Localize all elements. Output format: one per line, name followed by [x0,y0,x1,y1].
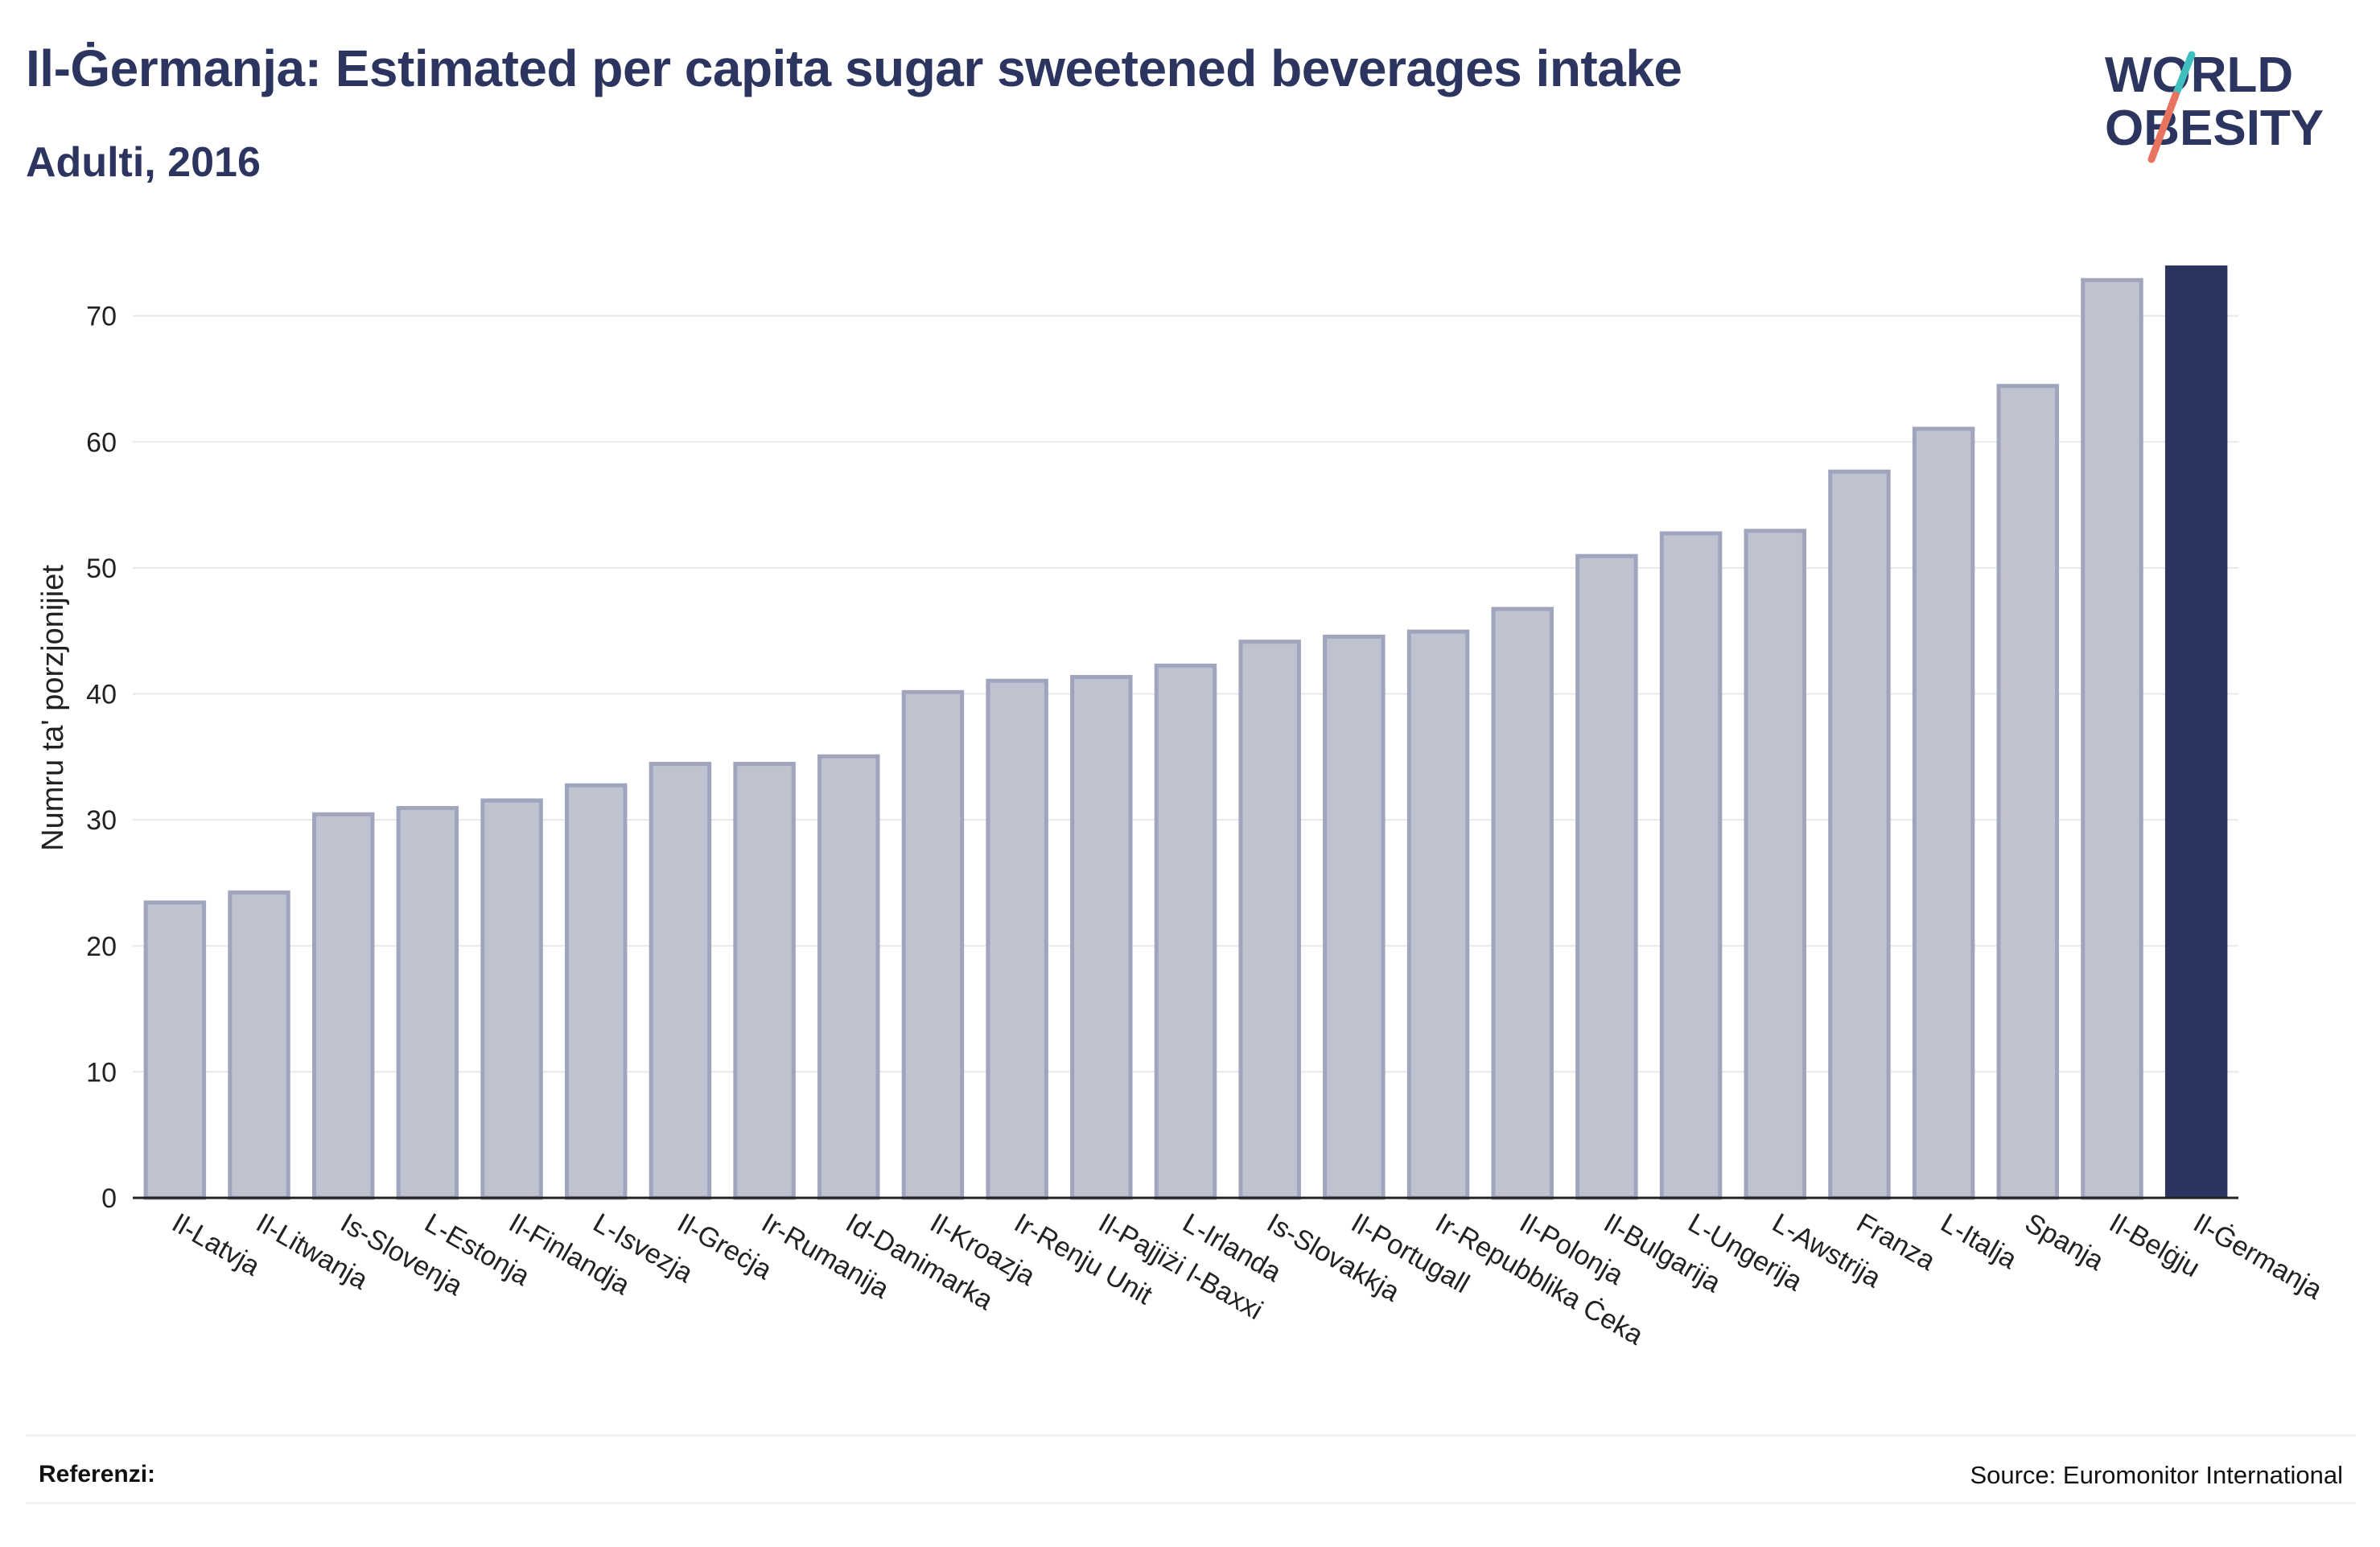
x-tick-label: L-Italja [1936,1208,2022,1275]
x-tick-label: Il-Belġju [2104,1208,2205,1283]
chart-subtitle: Adulti, 2016 [26,139,261,186]
bar [311,812,375,1200]
bar [1912,426,1975,1200]
bar [2164,265,2228,1198]
bar [2081,278,2143,1200]
bar [396,805,459,1200]
bar [143,900,207,1200]
bar [1828,469,1891,1200]
x-tick-label: Il-Ġermanja [2189,1208,2328,1306]
y-tick-label: 40 [86,680,117,710]
bar-chart: 010203040506070Il-LatvjaIl-LitwanjaIs-Sl… [36,265,2328,1351]
bar [1744,529,1806,1200]
y-tick-label: 0 [101,1183,117,1214]
bar [1406,629,1470,1200]
references-label: Referenzi: [39,1461,156,1487]
bar [228,890,290,1200]
bar [480,798,543,1200]
logo-text-obesity: OBESITY [2105,101,2324,156]
y-tick-label: 20 [86,932,117,962]
world-obesity-logo: WORLD OBESITY [2105,47,2324,163]
footer-divider-top [26,1434,2356,1437]
bar [1491,607,1554,1200]
x-tick-label: Spanja [2020,1208,2109,1277]
x-tick-label: Il-Latvja [167,1208,265,1282]
bar [1323,634,1386,1200]
y-axis-label: Numru ta' porzjonijiet [36,565,70,851]
bars [143,265,2228,1200]
bar [649,762,712,1200]
bar [817,754,880,1200]
chart-title: Il-Ġermanja: Estimated per capita sugar … [26,39,1682,97]
y-tick-label: 70 [86,302,117,332]
bar [1238,640,1301,1200]
bar [1575,553,1638,1200]
bar [901,689,965,1200]
bar [565,783,628,1200]
bar [1070,675,1133,1200]
y-tick-label: 30 [86,805,117,836]
footer-divider-bottom [26,1502,2356,1504]
bar [1996,384,2060,1200]
source-note: Source: Euromonitor International [1970,1461,2343,1489]
bar [986,678,1048,1200]
logo-slash-coral [2147,91,2180,163]
logo-slash-teal [2172,51,2196,99]
y-tick-label: 50 [86,553,117,584]
bar [1154,663,1217,1200]
bar [1659,531,1723,1200]
logo-text-world: WORLD [2105,47,2293,103]
y-tick-label: 10 [86,1057,117,1088]
y-tick-label: 60 [86,427,117,458]
bar [733,762,796,1200]
